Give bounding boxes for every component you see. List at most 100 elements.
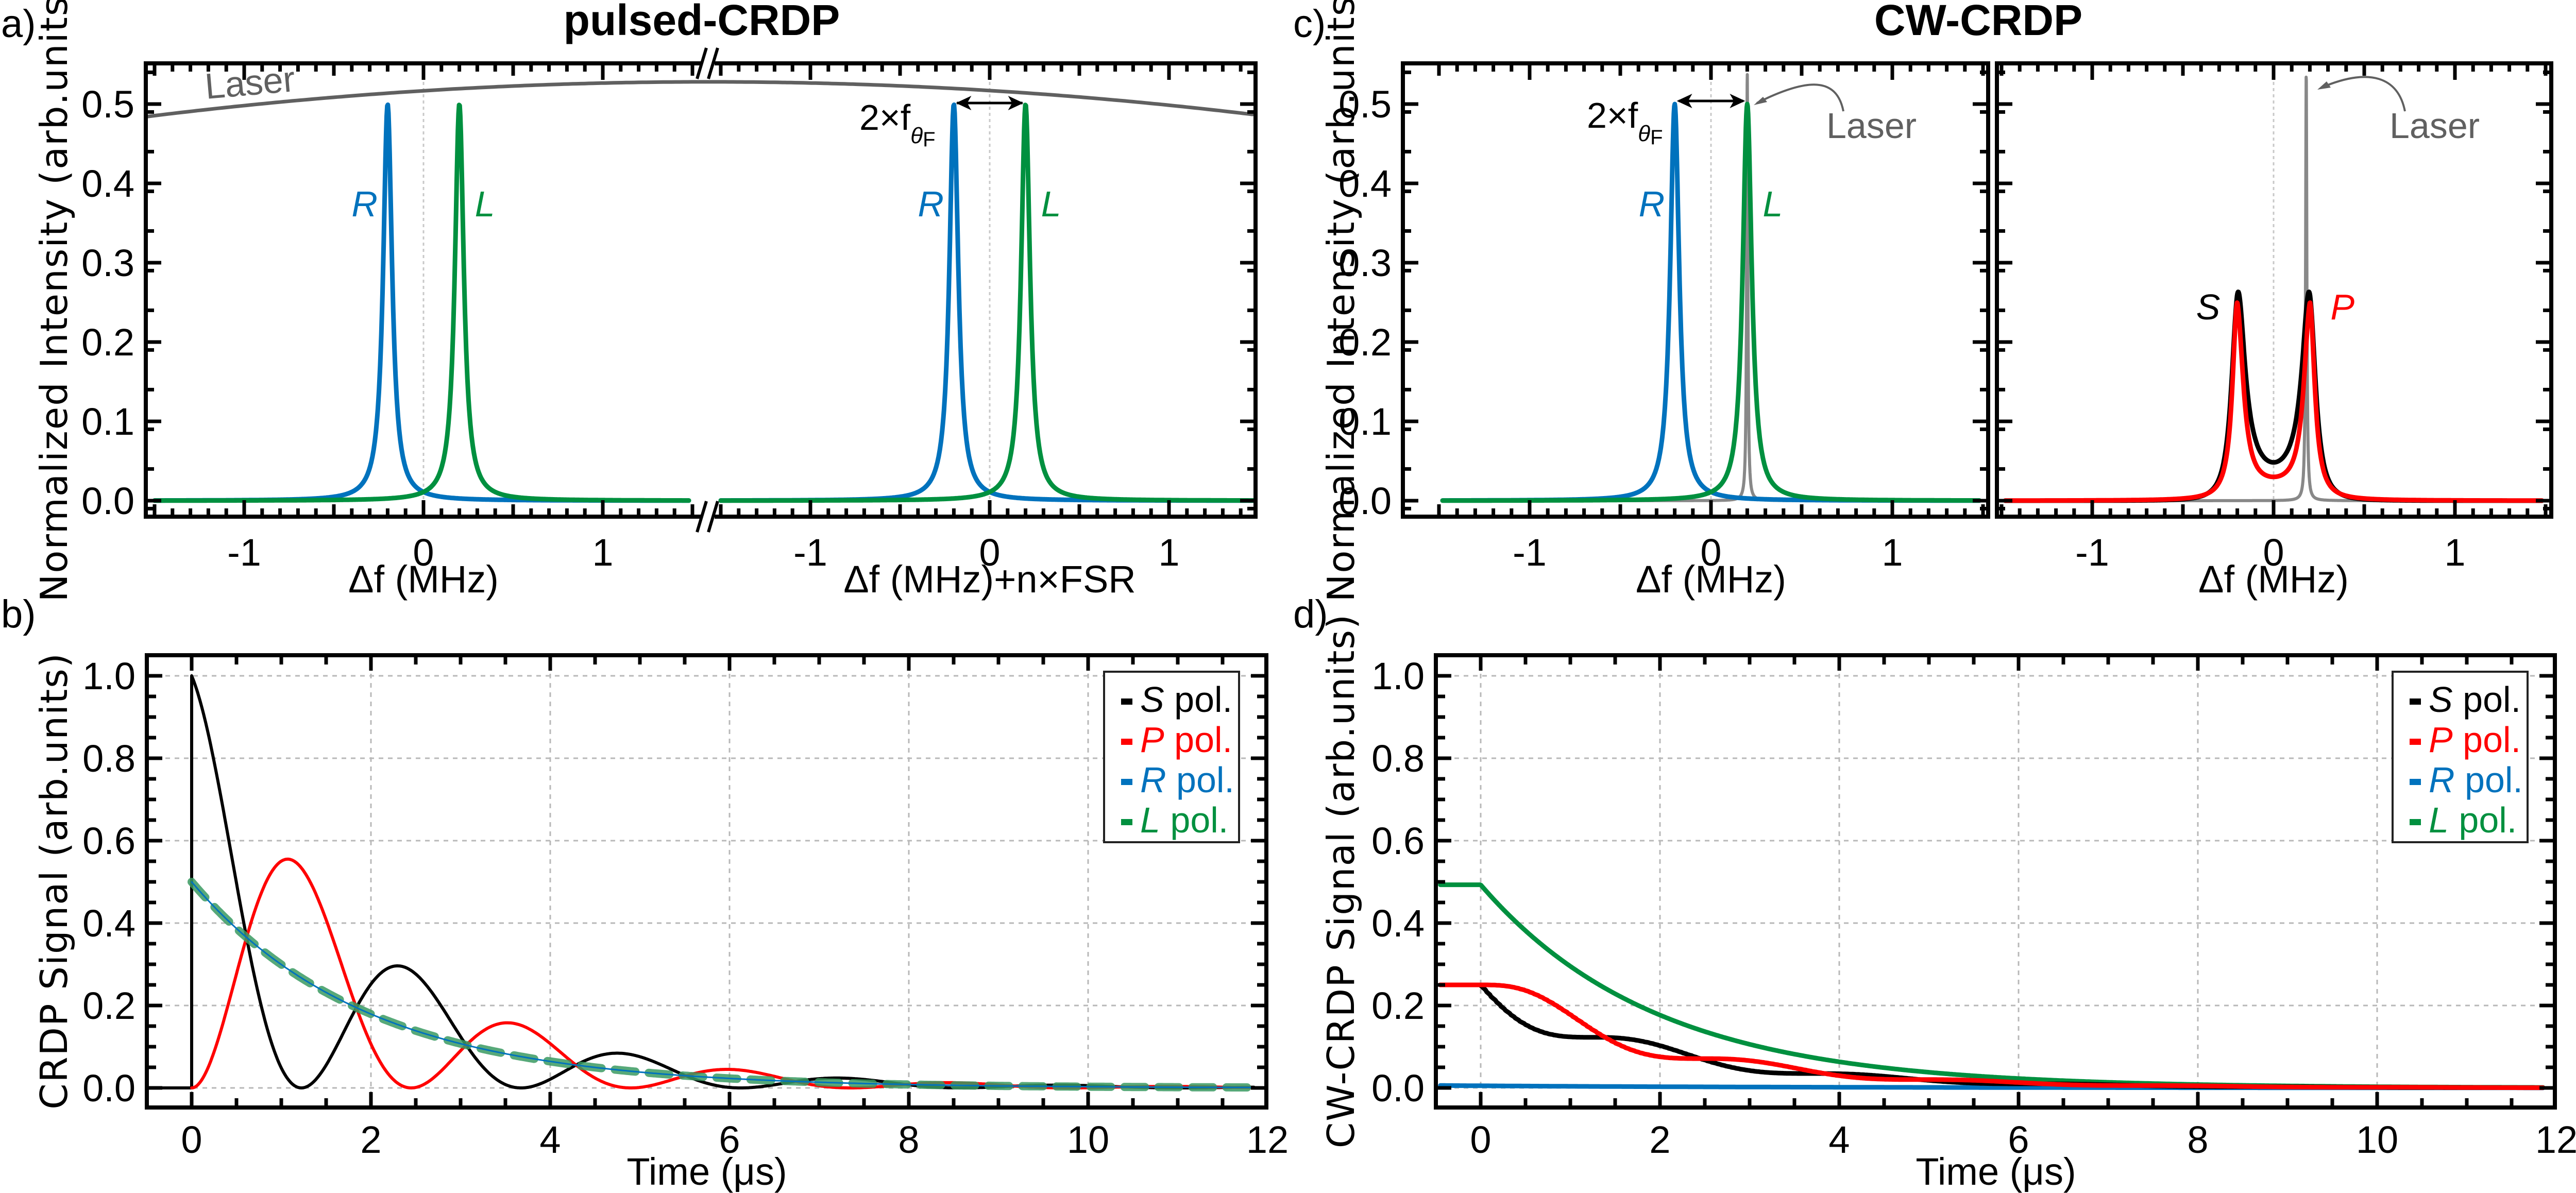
xlabel-c-left: Δf (MHz) bbox=[1636, 558, 1786, 601]
peak-label-L: L bbox=[475, 184, 495, 224]
peak-label-L: L bbox=[1762, 184, 1783, 224]
xtick-label: 12 bbox=[1246, 1118, 1289, 1161]
series-L-line bbox=[718, 103, 1258, 503]
legend-swatch bbox=[1121, 698, 1132, 705]
legend-swatch bbox=[2410, 779, 2421, 785]
ytick-label: 0.4 bbox=[1338, 162, 1392, 205]
legend-label: L pol. bbox=[1140, 800, 1228, 840]
ytick-label: 0.6 bbox=[1371, 820, 1425, 862]
xtick-label: -1 bbox=[793, 531, 827, 574]
legend-symbol: S bbox=[2429, 679, 2453, 720]
legend-swatch bbox=[1121, 819, 1132, 825]
legend-item-L: L pol. bbox=[1121, 800, 1228, 840]
legend-swatch bbox=[2410, 698, 2421, 705]
axes-frame-left bbox=[1401, 61, 1990, 519]
xlabel-b: Time (μs) bbox=[626, 1150, 787, 1193]
laser-envelope-line bbox=[146, 80, 1255, 118]
legend-symbol: P bbox=[1140, 720, 1164, 760]
xtick-label: 0 bbox=[979, 531, 1000, 574]
legend-label: S pol. bbox=[1140, 679, 1232, 720]
legend-item-S: S pol. bbox=[1121, 679, 1232, 720]
legend-item-P: P pol. bbox=[2410, 720, 2521, 760]
ytick-label: 0.0 bbox=[1338, 480, 1392, 522]
xtick-label: 8 bbox=[2187, 1118, 2208, 1161]
legend-text-suffix: pol. bbox=[2455, 760, 2523, 800]
laser-label: Laser bbox=[204, 59, 297, 107]
series-L-line bbox=[152, 103, 691, 503]
peak-label-R: R bbox=[1639, 184, 1665, 224]
arrowhead-left-icon bbox=[956, 96, 972, 110]
series-R-line bbox=[191, 881, 1255, 1088]
xtick-label: 0 bbox=[413, 531, 434, 574]
splitting-label-subsub: F bbox=[1650, 126, 1663, 149]
panel-label-a: a) bbox=[1, 2, 36, 46]
axis-break-mark bbox=[696, 47, 708, 79]
series-P-line bbox=[2003, 300, 2545, 503]
xtick-label: 6 bbox=[2008, 1118, 2029, 1161]
legend-item-P: P pol. bbox=[1121, 720, 1232, 760]
legend-text-suffix: pol. bbox=[2453, 679, 2521, 720]
splitting-label-sub: θ bbox=[910, 123, 923, 148]
legend-text-suffix: pol. bbox=[1164, 720, 1232, 760]
legend-symbol: L bbox=[1140, 800, 1160, 840]
splitting-label: 2×fθF bbox=[859, 97, 936, 151]
panel-c: -1 0 1 -1 0 1 0.0 0.1 0.2 0.3 0.4 0.5 R L S P 2×fθF Laser… bbox=[1338, 61, 2553, 574]
xlabel-a-left: Δf (MHz) bbox=[348, 558, 499, 601]
ytick-label: 0.1 bbox=[81, 400, 134, 443]
ytick-label: 0.0 bbox=[82, 1067, 135, 1110]
xtick-label: 6 bbox=[719, 1118, 740, 1161]
ytick-label: 0.2 bbox=[82, 984, 135, 1027]
series-P-line bbox=[1438, 982, 2546, 1090]
series-L-line bbox=[1440, 101, 1982, 503]
xtick-label: 1 bbox=[592, 531, 613, 574]
ytick-label: 1.0 bbox=[1371, 655, 1425, 697]
ytick-label: 0.2 bbox=[81, 321, 134, 364]
series-R-line bbox=[152, 102, 691, 503]
xtick-label: 8 bbox=[898, 1118, 919, 1161]
ytick-label: 0.3 bbox=[81, 242, 134, 284]
legend-swatch bbox=[1121, 779, 1132, 785]
xtick-label: 0 bbox=[1700, 531, 1721, 574]
legend-symbol: L bbox=[2429, 800, 2449, 840]
legend-item-L: L pol. bbox=[2410, 800, 2517, 840]
legend-label: R pol. bbox=[2429, 760, 2523, 800]
arrowhead-left-icon bbox=[1676, 94, 1692, 108]
peak-label-R: R bbox=[351, 184, 378, 224]
axes-frame bbox=[1434, 653, 2557, 1110]
ytick-label: 0.4 bbox=[81, 162, 134, 205]
legend-text-suffix: pol. bbox=[1166, 760, 1234, 800]
peak-label-S: S bbox=[2196, 287, 2221, 327]
laser-pointer-arrow bbox=[2321, 76, 2406, 112]
legend-swatch bbox=[1121, 739, 1132, 745]
axes-frame bbox=[145, 653, 1268, 1110]
axis-break-mark bbox=[707, 501, 719, 533]
xtick-label: 1 bbox=[1158, 531, 1179, 574]
legend-label: P pol. bbox=[2429, 720, 2521, 760]
ytick-label: 0.2 bbox=[1338, 321, 1392, 364]
ytick-label: 0.0 bbox=[1371, 1067, 1425, 1110]
legend-symbol: S bbox=[1140, 679, 1164, 720]
axis-break-mark bbox=[696, 501, 708, 533]
panel-label-d: d) bbox=[1293, 592, 1328, 636]
laser-pointer-arrow bbox=[1756, 83, 1844, 112]
xtick-label: 2 bbox=[360, 1118, 381, 1161]
axis-break-mark bbox=[707, 47, 719, 79]
splitting-label-sub: θ bbox=[1638, 121, 1650, 146]
ylabel-a: Normalized Intensity (arb.units) bbox=[32, 0, 76, 602]
series-L-line bbox=[188, 878, 1258, 1092]
ytick-label: 0.8 bbox=[82, 737, 135, 780]
legend-text-suffix: pol. bbox=[1164, 679, 1232, 720]
xtick-label: -1 bbox=[1513, 531, 1547, 574]
legend: S pol.P pol.R pol.L pol. bbox=[1103, 671, 1240, 843]
xtick-label: 1 bbox=[1882, 531, 1903, 574]
ylabel-c: Normalized Intensity (arb.units) bbox=[1319, 0, 1363, 602]
series-R-line bbox=[718, 102, 1258, 503]
laser-label: Laser bbox=[2389, 106, 2480, 146]
legend: S pol.P pol.R pol.L pol. bbox=[2392, 671, 2529, 843]
ytick-label: 0.2 bbox=[1371, 984, 1425, 1027]
legend-label: R pol. bbox=[1140, 760, 1234, 800]
xtick-label: 0 bbox=[2263, 531, 2284, 574]
xtick-label: 12 bbox=[2535, 1118, 2576, 1161]
legend-text-suffix: pol. bbox=[2449, 800, 2517, 840]
xtick-label: -1 bbox=[227, 531, 261, 574]
